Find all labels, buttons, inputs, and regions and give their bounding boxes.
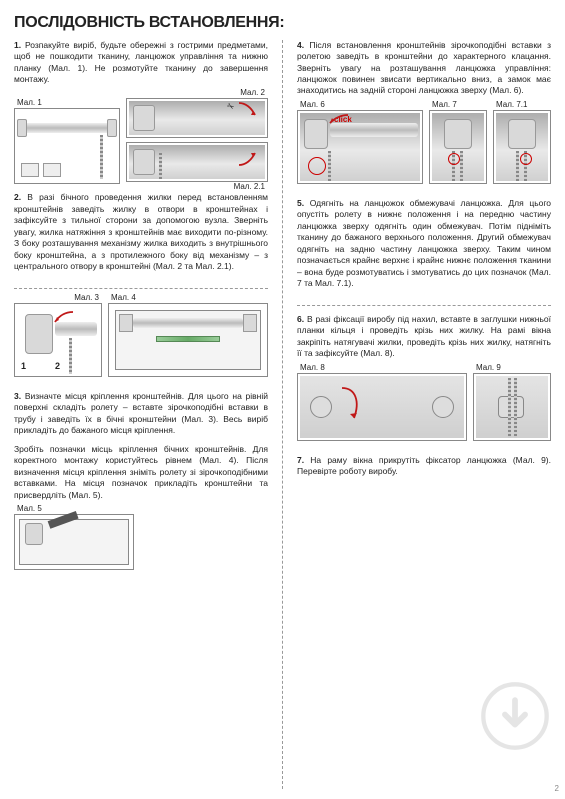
step-7-text: На раму вікна прикрутіть фіксатор ланцюж… xyxy=(297,455,551,476)
figure-5-label: Мал. 5 xyxy=(17,504,42,515)
left-column: 1. Розпакуйте виріб, будьте обережні з г… xyxy=(14,40,268,789)
figure-9: Мал. 9 xyxy=(473,373,551,441)
figure-8: Мал. 8 xyxy=(297,373,467,441)
two-column-layout: 1. Розпакуйте виріб, будьте обережні з г… xyxy=(14,40,551,789)
step-6-text: В разі фіксації виробу під нахил, вставт… xyxy=(297,314,551,358)
figure-5: Мал. 5 xyxy=(14,514,134,570)
step-2-text: В разі бічного проведення жилки перед вс… xyxy=(14,192,268,271)
page-number: 2 xyxy=(555,784,559,795)
watermark-icon xyxy=(479,680,551,755)
step-5-text: Одягніть на ланцюжок обмежувачі ланцюжка… xyxy=(297,198,551,288)
figure-1-label: Мал. 1 xyxy=(17,98,42,109)
figure-21-label: Мал. 2.1 xyxy=(234,182,265,193)
figure-7-label: Мал. 7 xyxy=(432,100,457,111)
figure-4-label: Мал. 4 xyxy=(111,293,136,304)
step-1-text: Розпакуйте виріб, будьте обережні з гост… xyxy=(14,40,268,84)
step-3b: Зробіть позначки місць кріплення бічних … xyxy=(14,444,268,501)
figure-4: Мал. 4 xyxy=(108,303,268,377)
figure-71-label: Мал. 7.1 xyxy=(496,100,527,111)
right-column: 4. Після встановлення кронштейнів зірочк… xyxy=(297,40,551,789)
figure-row-5: Мал. 8 Мал. 9 xyxy=(297,373,551,447)
step-2: 2. В разі бічного проведення жилки перед… xyxy=(14,192,268,272)
step-4: 4. Після встановлення кронштейнів зірочк… xyxy=(297,40,551,97)
step-6: 6. В разі фіксації виробу під нахил, вст… xyxy=(297,314,551,360)
step-1: 1. Розпакуйте виріб, будьте обережні з г… xyxy=(14,40,268,86)
figure-6-label: Мал. 6 xyxy=(300,100,325,111)
figure-row-1: Мал. 1 Мал. 2 ✂ xyxy=(14,98,268,184)
figure-6: Мал. 6 click xyxy=(297,110,423,184)
figure-3: Мал. 3 1 2 xyxy=(14,303,102,377)
step-3: 3. Визначте місця кріплення кронштейнів.… xyxy=(14,391,268,437)
vertical-divider xyxy=(282,40,283,789)
horizontal-divider-left xyxy=(14,288,268,289)
page-title: ПОСЛІДОВНІСТЬ ВСТАНОВЛЕННЯ: xyxy=(14,12,551,34)
figure-row-3: Мал. 5 xyxy=(14,514,268,570)
step-5: 5. Одягніть на ланцюжок обмежувачі ланцю… xyxy=(297,198,551,290)
step-3a-text: Визначте місця кріплення кронштейнів. Дл… xyxy=(14,391,268,435)
step-4-text: Після встановлення кронштейнів зірочкопо… xyxy=(297,40,551,96)
figure-3-label: Мал. 3 xyxy=(74,293,99,304)
horizontal-divider-right xyxy=(297,305,551,306)
figure-8-label: Мал. 8 xyxy=(300,363,325,374)
step-3b-text: Зробіть позначки місць кріплення бічних … xyxy=(14,444,268,500)
figure-2-label: Мал. 2 xyxy=(240,88,265,99)
figure-row-2: Мал. 3 1 2 Мал. 4 xyxy=(14,303,268,383)
figure-7-1: Мал. 7.1 xyxy=(493,110,551,184)
instruction-page: ПОСЛІДОВНІСТЬ ВСТАНОВЛЕННЯ: 1. Розпакуйт… xyxy=(0,0,565,799)
figure-7: Мал. 7 xyxy=(429,110,487,184)
figure-2-1: Мал. 2.1 xyxy=(126,142,268,182)
figure-2: Мал. 2 ✂ xyxy=(126,98,268,138)
step-7: 7. На раму вікна прикрутіть фіксатор лан… xyxy=(297,455,551,478)
figure-1: Мал. 1 xyxy=(14,108,120,184)
figure-9-label: Мал. 9 xyxy=(476,363,501,374)
figure-row-4: Мал. 6 click Мал. 7 xyxy=(297,110,551,190)
